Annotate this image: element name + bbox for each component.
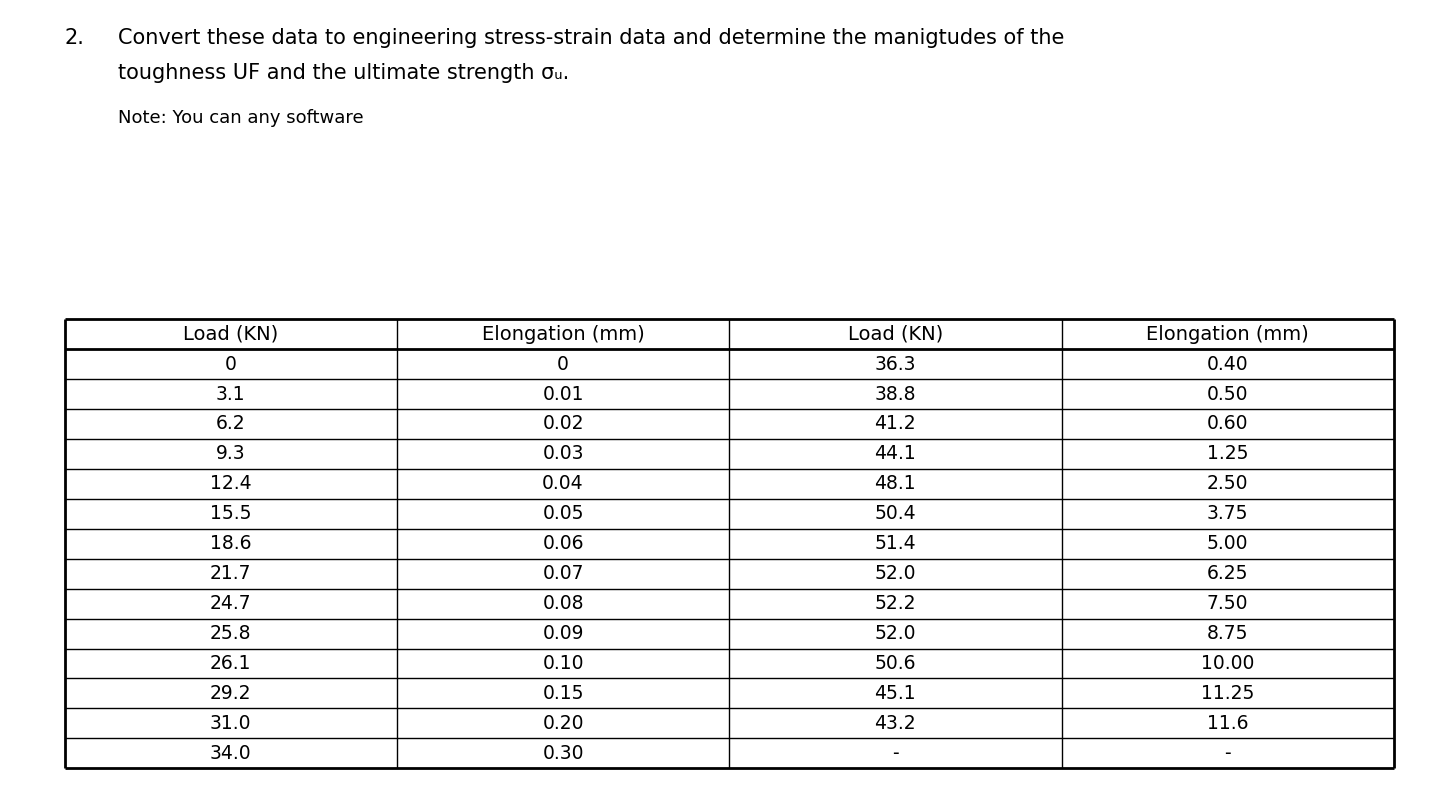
- Text: 0.02: 0.02: [542, 414, 584, 433]
- Text: 29.2: 29.2: [209, 684, 251, 703]
- Text: 11.25: 11.25: [1202, 684, 1255, 703]
- Text: 41.2: 41.2: [875, 414, 916, 433]
- Text: 36.3: 36.3: [875, 355, 916, 374]
- Text: 3.75: 3.75: [1207, 504, 1249, 523]
- Text: Elongation (mm): Elongation (mm): [482, 325, 644, 344]
- Text: 10.00: 10.00: [1202, 654, 1255, 673]
- Text: 0.06: 0.06: [542, 534, 584, 553]
- Text: 24.7: 24.7: [209, 594, 251, 613]
- Text: 31.0: 31.0: [209, 714, 251, 733]
- Text: 52.0: 52.0: [875, 624, 916, 643]
- Text: 2.: 2.: [65, 28, 85, 47]
- Text: 0.20: 0.20: [542, 714, 584, 733]
- Text: Load (KN): Load (KN): [847, 325, 944, 344]
- Text: Elongation (mm): Elongation (mm): [1146, 325, 1309, 344]
- Text: 6.25: 6.25: [1207, 564, 1249, 583]
- Text: 34.0: 34.0: [209, 744, 251, 763]
- Text: 12.4: 12.4: [209, 474, 251, 493]
- Text: 15.5: 15.5: [209, 504, 251, 523]
- Text: 0.60: 0.60: [1207, 414, 1249, 433]
- Text: 0.07: 0.07: [542, 564, 584, 583]
- Text: 9.3: 9.3: [217, 444, 245, 463]
- Text: 0.50: 0.50: [1207, 385, 1249, 403]
- Text: 0.04: 0.04: [542, 474, 584, 493]
- Text: 3.1: 3.1: [217, 385, 245, 403]
- Text: 0.01: 0.01: [542, 385, 584, 403]
- Text: 0.40: 0.40: [1207, 355, 1249, 374]
- Text: 50.4: 50.4: [875, 504, 916, 523]
- Text: 48.1: 48.1: [875, 474, 916, 493]
- Text: 25.8: 25.8: [209, 624, 251, 643]
- Text: 7.50: 7.50: [1207, 594, 1249, 613]
- Text: 0.05: 0.05: [542, 504, 584, 523]
- Text: 6.2: 6.2: [217, 414, 245, 433]
- Text: 18.6: 18.6: [209, 534, 251, 553]
- Text: 0.03: 0.03: [542, 444, 584, 463]
- Text: 21.7: 21.7: [209, 564, 251, 583]
- Text: -: -: [892, 744, 899, 763]
- Text: Convert these data to engineering stress-strain data and determine the manigtude: Convert these data to engineering stress…: [118, 28, 1064, 47]
- Text: 0: 0: [225, 355, 237, 374]
- Text: toughness UF and the ultimate strength σᵤ.: toughness UF and the ultimate strength σ…: [118, 63, 569, 83]
- Text: 51.4: 51.4: [875, 534, 916, 553]
- Text: -: -: [1225, 744, 1230, 763]
- Text: 0.15: 0.15: [542, 684, 584, 703]
- Text: 11.6: 11.6: [1207, 714, 1249, 733]
- Text: Load (KN): Load (KN): [184, 325, 278, 344]
- Text: 38.8: 38.8: [875, 385, 916, 403]
- Text: 8.75: 8.75: [1207, 624, 1249, 643]
- Text: 44.1: 44.1: [875, 444, 916, 463]
- Text: 50.6: 50.6: [875, 654, 916, 673]
- Text: 2.50: 2.50: [1207, 474, 1249, 493]
- Text: 0.10: 0.10: [542, 654, 584, 673]
- Text: 52.2: 52.2: [875, 594, 916, 613]
- Text: 0.09: 0.09: [542, 624, 584, 643]
- Text: Note: You can any software: Note: You can any software: [118, 109, 363, 127]
- Text: 45.1: 45.1: [875, 684, 916, 703]
- Text: 1.25: 1.25: [1207, 444, 1249, 463]
- Text: 0.08: 0.08: [542, 594, 584, 613]
- Text: 43.2: 43.2: [875, 714, 916, 733]
- Text: 26.1: 26.1: [209, 654, 251, 673]
- Text: 0: 0: [556, 355, 569, 374]
- Text: 5.00: 5.00: [1207, 534, 1249, 553]
- Text: 52.0: 52.0: [875, 564, 916, 583]
- Text: 0.30: 0.30: [542, 744, 584, 763]
